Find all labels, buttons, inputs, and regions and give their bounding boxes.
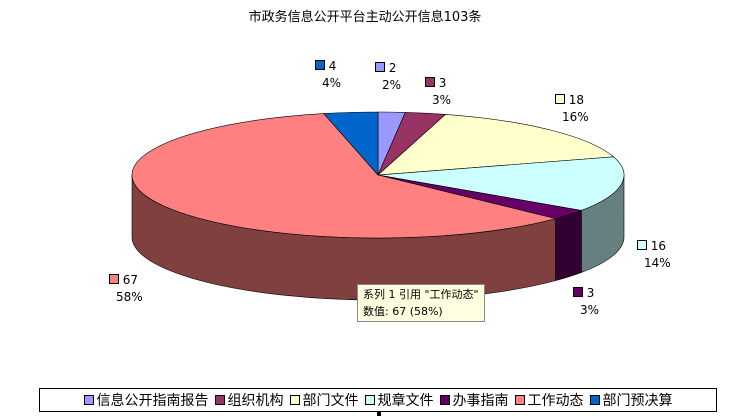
legend-label: 规章文件	[377, 393, 434, 409]
label-swatch	[108, 274, 119, 284]
data-label-value: 67	[122, 273, 138, 287]
data-label-value: 2	[388, 61, 397, 75]
pie-slice-6[interactable]	[131, 113, 556, 239]
label-swatch	[314, 60, 325, 70]
data-label: 3 3%	[568, 285, 599, 319]
cursor-marker	[377, 411, 381, 416]
legend-item[interactable]: 组织机构	[214, 390, 284, 410]
data-label: 4 4%	[310, 58, 341, 92]
legend-item[interactable]: 规章文件	[364, 390, 434, 410]
label-swatch	[424, 77, 435, 87]
legend-label: 工作动态	[527, 393, 584, 409]
legend-label: 部门预决算	[602, 393, 673, 409]
label-swatch	[572, 287, 583, 297]
legend-item[interactable]: 部门文件	[289, 390, 359, 410]
data-label: 67 58%	[104, 272, 143, 306]
data-label-value: 16	[650, 239, 666, 253]
pie-slice-7[interactable]	[323, 111, 379, 176]
data-label-percent: 3%	[432, 93, 452, 107]
legend-label: 信息公开指南报告	[96, 393, 209, 409]
chart-title: 市政务信息公开平台主动公开信息103条	[248, 10, 482, 25]
data-label: 2 2%	[370, 60, 401, 94]
legend-swatch	[514, 395, 525, 405]
legend-item[interactable]: 部门预决算	[589, 390, 673, 410]
data-label-percent: 58%	[116, 290, 143, 304]
data-label-percent: 3%	[580, 303, 600, 317]
tooltip-value: 数值: 67 (58%)	[363, 305, 443, 318]
pie-side-5[interactable]	[555, 210, 582, 281]
legend-label: 办事指南	[452, 393, 509, 409]
data-label-percent: 14%	[644, 256, 671, 270]
data-label: 3 3%	[420, 75, 451, 109]
legend-label: 组织机构	[227, 393, 284, 409]
legend-swatch	[214, 395, 225, 405]
legend-item[interactable]: 办事指南	[439, 390, 509, 410]
pie-slice-4[interactable]	[377, 156, 625, 211]
label-swatch	[554, 94, 565, 104]
data-label: 18 16%	[550, 92, 589, 126]
tooltip-series: 系列 1 引用 "工作动态"	[363, 288, 479, 301]
pie-slice-3[interactable]	[377, 114, 615, 176]
legend-swatch	[289, 395, 300, 405]
legend-swatch	[83, 395, 94, 405]
data-label-value: 3	[438, 76, 447, 90]
data-label-percent: 4%	[322, 76, 342, 90]
legend-item[interactable]: 信息公开指南报告	[83, 390, 209, 410]
legend: 信息公开指南报告 组织机构 部门文件 规章文件 办事指南 工作动态 部门预决算	[39, 388, 717, 412]
label-swatch	[374, 62, 385, 72]
data-label-value: 18	[568, 93, 584, 107]
tooltip: 系列 1 引用 "工作动态" 数值: 67 (58%)	[357, 284, 485, 322]
legend-swatch	[439, 395, 450, 405]
legend-swatch	[589, 395, 600, 405]
data-label-percent: 2%	[382, 78, 402, 92]
legend-label: 部门文件	[302, 393, 359, 409]
legend-item[interactable]: 工作动态	[514, 390, 584, 410]
data-label-percent: 16%	[562, 110, 589, 124]
label-swatch	[636, 240, 647, 250]
data-label: 16 14%	[632, 238, 671, 272]
data-label-value: 4	[328, 59, 337, 73]
data-label-value: 3	[586, 286, 595, 300]
legend-swatch	[364, 395, 375, 405]
